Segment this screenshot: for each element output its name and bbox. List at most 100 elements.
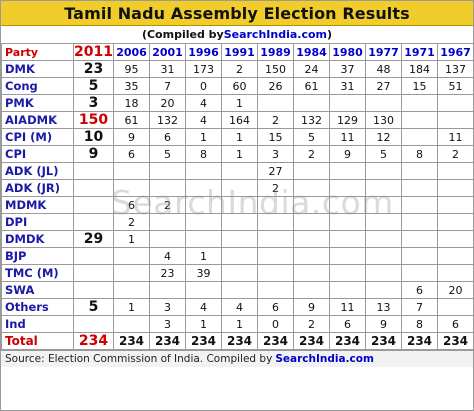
seats-cell: 4 <box>185 111 222 129</box>
seats-cell: 150 <box>257 60 294 78</box>
seats-cell <box>365 94 402 112</box>
seats-cell: 11 <box>329 128 366 146</box>
seats-cell: 2 <box>257 179 294 197</box>
seats-cell: 8 <box>401 145 438 163</box>
seats-cell: 1 <box>185 315 222 333</box>
seats-cell <box>365 230 402 248</box>
seats-cell <box>329 281 366 299</box>
seats-cell <box>437 264 474 282</box>
seats-cell: 9 <box>113 128 150 146</box>
source-footer: Source: Election Commission of India. Co… <box>1 350 473 367</box>
seats-cell <box>293 196 330 214</box>
party-name-cell: ADK (JL) <box>1 162 74 180</box>
table-row: MDMK 6 2 <box>1 196 474 214</box>
seats-cell: 61 <box>113 111 150 129</box>
seats-cell <box>293 264 330 282</box>
seats-cell: 1 <box>221 315 258 333</box>
seats-2011-cell: 10 <box>73 128 114 146</box>
seats-cell: 23 <box>149 264 186 282</box>
seats-2011-cell <box>73 264 114 282</box>
total-cell: 234 <box>329 332 366 350</box>
seats-cell <box>329 213 366 231</box>
seats-cell: 15 <box>401 77 438 95</box>
credit-site-link[interactable]: SearchIndia.com <box>223 28 327 41</box>
seats-cell: 6 <box>329 315 366 333</box>
total-cell: 234 <box>221 332 258 350</box>
seats-cell <box>257 213 294 231</box>
seats-cell <box>221 213 258 231</box>
seats-cell: 6 <box>113 196 150 214</box>
seats-cell: 31 <box>329 77 366 95</box>
seats-cell: 5 <box>149 145 186 163</box>
table-row: ADK (JL) 27 <box>1 162 474 180</box>
credit-line: (Compiled by SearchIndia.com ) <box>1 26 473 43</box>
seats-cell <box>185 281 222 299</box>
party-name-cell: DMDK <box>1 230 74 248</box>
seats-cell <box>401 111 438 129</box>
seats-cell: 60 <box>221 77 258 95</box>
seats-cell: 2 <box>293 145 330 163</box>
seats-cell: 2 <box>149 196 186 214</box>
seats-cell <box>365 179 402 197</box>
seats-cell <box>401 264 438 282</box>
seats-2011-cell: 5 <box>73 77 114 95</box>
seats-cell <box>401 94 438 112</box>
seats-cell: 2 <box>113 213 150 231</box>
seats-cell <box>221 281 258 299</box>
seats-cell <box>221 247 258 265</box>
seats-cell <box>365 162 402 180</box>
seats-cell <box>437 94 474 112</box>
seats-cell <box>401 196 438 214</box>
seats-cell <box>185 179 222 197</box>
total-cell: 234 <box>437 332 474 350</box>
total-cell: 234 <box>293 332 330 350</box>
seats-cell: 7 <box>401 298 438 316</box>
seats-cell <box>113 315 150 333</box>
seats-cell <box>293 94 330 112</box>
party-name-cell: ADK (JR) <box>1 179 74 197</box>
seats-cell <box>221 264 258 282</box>
seats-cell <box>149 162 186 180</box>
seats-cell <box>149 179 186 197</box>
total-2011-cell: 234 <box>73 332 114 350</box>
seats-cell: 6 <box>437 315 474 333</box>
seats-cell <box>437 179 474 197</box>
seats-2011-cell <box>73 179 114 197</box>
seats-cell: 11 <box>329 298 366 316</box>
party-name-cell: SWA <box>1 281 74 299</box>
seats-cell: 164 <box>221 111 258 129</box>
total-cell: 234 <box>149 332 186 350</box>
table-header-row: Party 2011 2006 2001 1996 1991 1989 1984 1980 197… <box>1 43 474 61</box>
seats-cell: 129 <box>329 111 366 129</box>
seats-cell <box>437 247 474 265</box>
seats-cell <box>257 247 294 265</box>
seats-2011-cell <box>73 281 114 299</box>
seats-cell: 7 <box>149 77 186 95</box>
seats-cell: 1 <box>221 94 258 112</box>
table-row: BJP 4 1 <box>1 247 474 265</box>
seats-cell <box>401 213 438 231</box>
seats-cell: 1 <box>185 247 222 265</box>
seats-cell <box>149 230 186 248</box>
seats-cell <box>365 281 402 299</box>
seats-2011-cell: 23 <box>73 60 114 78</box>
seats-cell <box>401 230 438 248</box>
seats-cell <box>113 247 150 265</box>
seats-cell <box>365 264 402 282</box>
seats-cell <box>293 281 330 299</box>
seats-cell <box>185 213 222 231</box>
column-header-year: 1991 <box>221 43 258 61</box>
seats-cell: 12 <box>365 128 402 146</box>
seats-cell: 37 <box>329 60 366 78</box>
seats-cell: 39 <box>185 264 222 282</box>
seats-cell: 1 <box>113 230 150 248</box>
seats-cell <box>113 264 150 282</box>
party-name-cell: CPI <box>1 145 74 163</box>
source-site-link[interactable]: SearchIndia.com <box>275 353 374 365</box>
total-cell: 234 <box>113 332 150 350</box>
seats-cell: 24 <box>293 60 330 78</box>
seats-cell: 51 <box>437 77 474 95</box>
seats-cell <box>257 94 294 112</box>
seats-cell: 132 <box>293 111 330 129</box>
seats-cell: 26 <box>257 77 294 95</box>
